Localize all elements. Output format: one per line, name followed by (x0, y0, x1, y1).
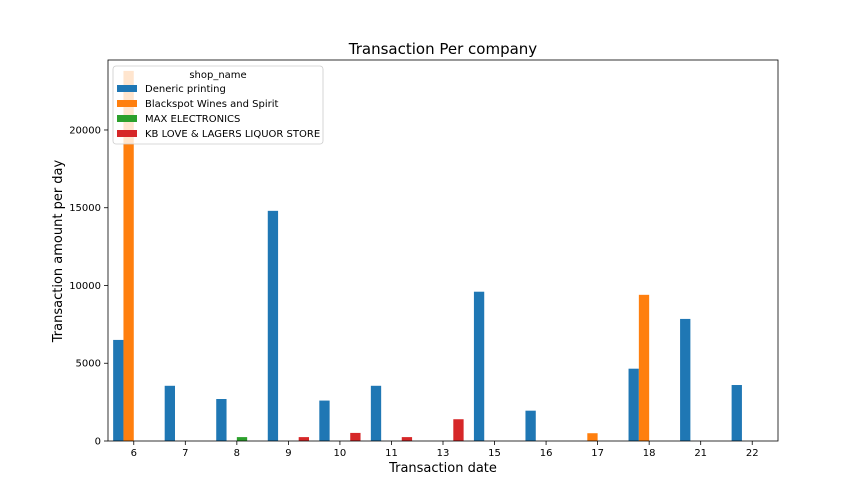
y-tick-label: 0 (95, 437, 101, 448)
bar (680, 318, 691, 441)
legend-swatch (117, 115, 137, 122)
y-tick-label: 5000 (76, 359, 101, 370)
bar (628, 368, 639, 441)
y-ticks: 0 5000 10000 15000 20000 (69, 125, 108, 448)
legend-label: MAX ELECTRONICS (145, 114, 240, 125)
bar (123, 70, 134, 441)
x-tick-label: 18 (643, 448, 656, 459)
bar (587, 433, 598, 441)
y-tick-label: 10000 (69, 281, 101, 292)
x-tick-label: 10 (334, 448, 347, 459)
y-axis-title: Transaction amount per day (51, 159, 66, 343)
bar (216, 399, 227, 441)
legend-swatch (117, 85, 137, 92)
legend-label: Deneric printing (145, 84, 226, 95)
legend-label: KB LOVE & LAGERS LIQUOR STORE (145, 129, 320, 140)
legend-swatch (117, 130, 137, 137)
bar (731, 385, 742, 441)
x-tick-label: 9 (285, 448, 291, 459)
bar (370, 385, 382, 441)
chart-title: Transaction Per company (348, 40, 538, 58)
legend-title: shop_name (189, 70, 246, 81)
x-tick-label: 17 (591, 448, 604, 459)
bar (638, 294, 650, 441)
x-ticks: 6 7 8 9 10 11 13 15 16 17 18 21 22 (131, 441, 759, 459)
legend-label: Blackspot Wines and Spirit (145, 99, 279, 110)
bar (113, 339, 124, 441)
x-tick-label: 13 (437, 448, 450, 459)
bar (267, 210, 279, 441)
x-tick-label: 6 (131, 448, 137, 459)
x-tick-label: 16 (540, 448, 553, 459)
legend: shop_name Deneric printing Blackspot Wines… (112, 65, 324, 145)
y-tick-label: 20000 (69, 125, 101, 136)
x-axis-title: Transaction date (388, 461, 497, 476)
bars-layer (113, 70, 742, 441)
bar (236, 437, 248, 441)
x-tick-label: 21 (694, 448, 707, 459)
bar (319, 400, 330, 441)
y-tick-label: 15000 (69, 203, 101, 214)
x-tick-label: 8 (234, 448, 240, 459)
x-tick-label: 11 (385, 448, 398, 459)
bar (453, 419, 464, 441)
bar (164, 385, 175, 441)
bar (525, 410, 536, 441)
legend-box (112, 65, 324, 145)
plot-frame (107, 59, 779, 442)
bar (401, 437, 413, 441)
x-tick-label: 7 (182, 448, 188, 459)
bar (350, 432, 361, 441)
x-tick-label: 15 (488, 448, 501, 459)
bar (473, 291, 485, 441)
bar (298, 437, 309, 441)
legend-swatch (117, 100, 137, 107)
x-tick-label: 22 (746, 448, 759, 459)
